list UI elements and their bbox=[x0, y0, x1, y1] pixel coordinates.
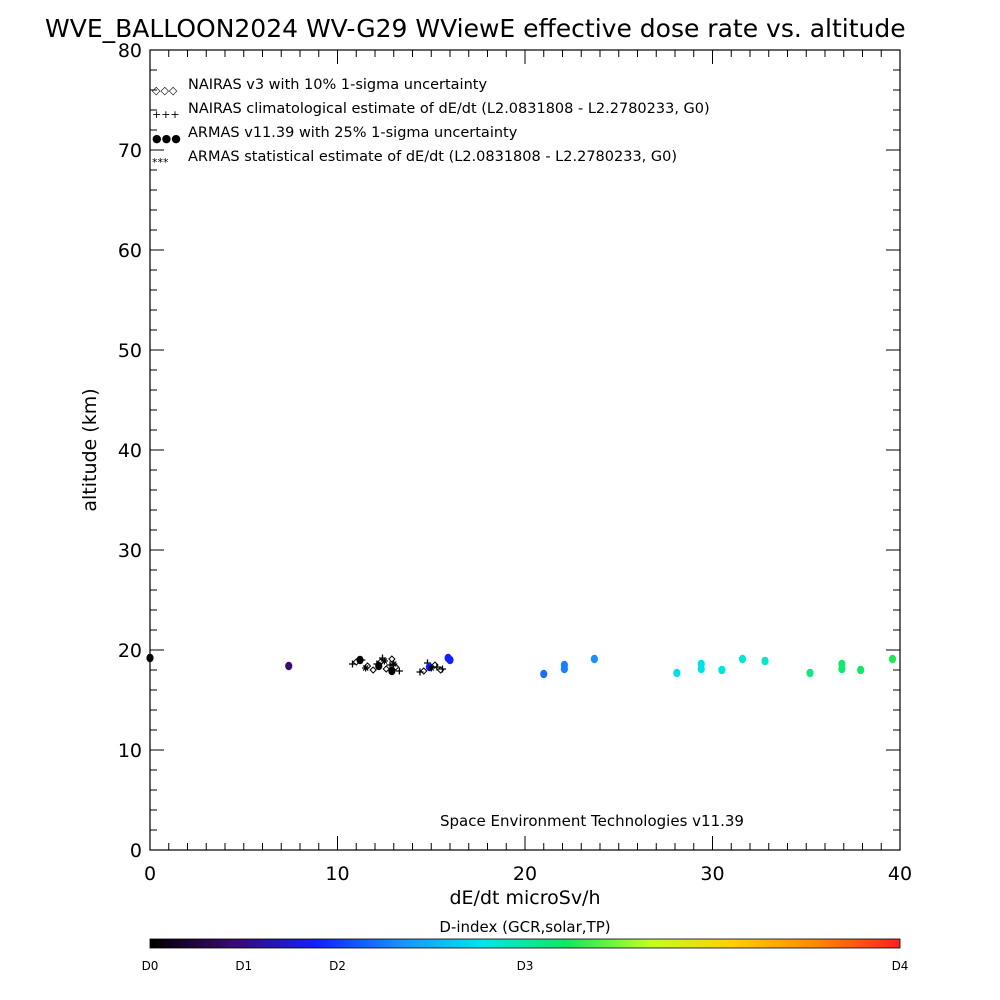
data-point-armas bbox=[738, 654, 747, 664]
legend-label: NAIRAS v3 with 10% 1-sigma uncertainty bbox=[188, 77, 487, 93]
data-point-armas bbox=[285, 661, 293, 671]
data-point-armas-stat bbox=[362, 664, 370, 672]
legend: ◇◇◇ NAIRAS v3 with 10% 1-sigma uncertaint… bbox=[152, 77, 710, 169]
colorbar-label: D3 bbox=[517, 959, 534, 973]
legend-label: ARMAS statistical estimate of dE/dt (L2.… bbox=[188, 149, 677, 165]
data-point-armas-stat bbox=[427, 664, 435, 672]
credit-annotation: Space Environment Technologies v11.39 bbox=[440, 812, 744, 830]
data-point-armas bbox=[857, 665, 865, 675]
legend-label: NAIRAS climatological estimate of dE/dt … bbox=[188, 101, 710, 117]
data-point-armas bbox=[356, 655, 364, 665]
data-point-nairas-clim bbox=[395, 667, 403, 675]
axis-ticks bbox=[149, 49, 901, 851]
y-axis-label: altitude (km) bbox=[79, 388, 101, 511]
data-point-armas bbox=[540, 669, 548, 679]
data-point-armas bbox=[697, 664, 705, 674]
legend-label: ARMAS v11.39 with 25% 1-sigma uncertaint… bbox=[188, 125, 518, 141]
data-point-armas bbox=[838, 664, 846, 674]
axis-tick-labels: 0 10 20 30 40 0 10 20 30 40 50 60 70 80 bbox=[118, 40, 912, 885]
y-tick-label: 10 bbox=[118, 740, 142, 762]
legend-symbol: +++ bbox=[152, 108, 180, 121]
data-point-armas bbox=[888, 654, 897, 664]
plot-frame bbox=[149, 49, 901, 851]
data-point-nairas bbox=[382, 665, 390, 673]
y-tick-label: 50 bbox=[118, 340, 142, 362]
data-point-armas bbox=[560, 664, 568, 674]
y-tick-label: 30 bbox=[118, 540, 142, 562]
legend-symbol: ●●● bbox=[152, 132, 181, 145]
y-tick-label: 60 bbox=[118, 240, 142, 262]
chart-title: WVE_BALLOON2024 WV-G29 WViewE effective … bbox=[45, 14, 906, 43]
y-tick-label: 0 bbox=[130, 840, 142, 862]
colorbar bbox=[149, 938, 901, 949]
colorbar-label: D2 bbox=[329, 959, 346, 973]
colorbar-title: D-index (GCR,solar,TP) bbox=[439, 918, 610, 936]
legend-symbol: ◇◇◇ bbox=[152, 84, 178, 97]
colorbar-label: D4 bbox=[892, 959, 909, 973]
legend-symbol: *** bbox=[152, 156, 169, 169]
data-point-nairas-clim bbox=[416, 668, 424, 676]
data-point-armas bbox=[375, 661, 383, 671]
data-point-armas-stat bbox=[390, 660, 398, 668]
colorbar-label: D1 bbox=[235, 959, 252, 973]
x-tick-label: 0 bbox=[144, 863, 156, 885]
data-point-nairas bbox=[369, 666, 377, 674]
x-tick-label: 30 bbox=[700, 863, 724, 885]
x-axis-label: dE/dt microSv/h bbox=[449, 887, 600, 909]
data-point-armas bbox=[761, 656, 769, 666]
data-point-armas bbox=[806, 668, 814, 678]
data-point-armas-stat bbox=[380, 657, 388, 665]
y-tick-label: 20 bbox=[118, 640, 142, 662]
y-tick-label: 80 bbox=[118, 40, 142, 62]
data-point-nairas bbox=[420, 667, 428, 675]
data-point-armas bbox=[446, 655, 454, 665]
colorbar-label: D0 bbox=[142, 959, 159, 973]
colorbar-labels: D0 D1 D2 D3 D4 bbox=[142, 959, 909, 973]
data-point-nairas-clim bbox=[433, 663, 441, 671]
data-point-armas bbox=[673, 668, 681, 678]
data-point-nairas-clim bbox=[349, 660, 356, 668]
data-point-armas bbox=[146, 653, 154, 663]
x-tick-label: 20 bbox=[513, 863, 537, 885]
x-tick-label: 40 bbox=[888, 863, 912, 885]
x-tick-label: 10 bbox=[325, 863, 349, 885]
data-point-armas bbox=[590, 654, 598, 664]
data-point-armas bbox=[388, 666, 396, 676]
y-tick-label: 40 bbox=[118, 440, 142, 462]
data-points bbox=[146, 653, 897, 679]
data-point-armas bbox=[718, 665, 726, 675]
data-point-nairas-clim bbox=[439, 665, 446, 673]
y-tick-label: 70 bbox=[118, 140, 142, 162]
